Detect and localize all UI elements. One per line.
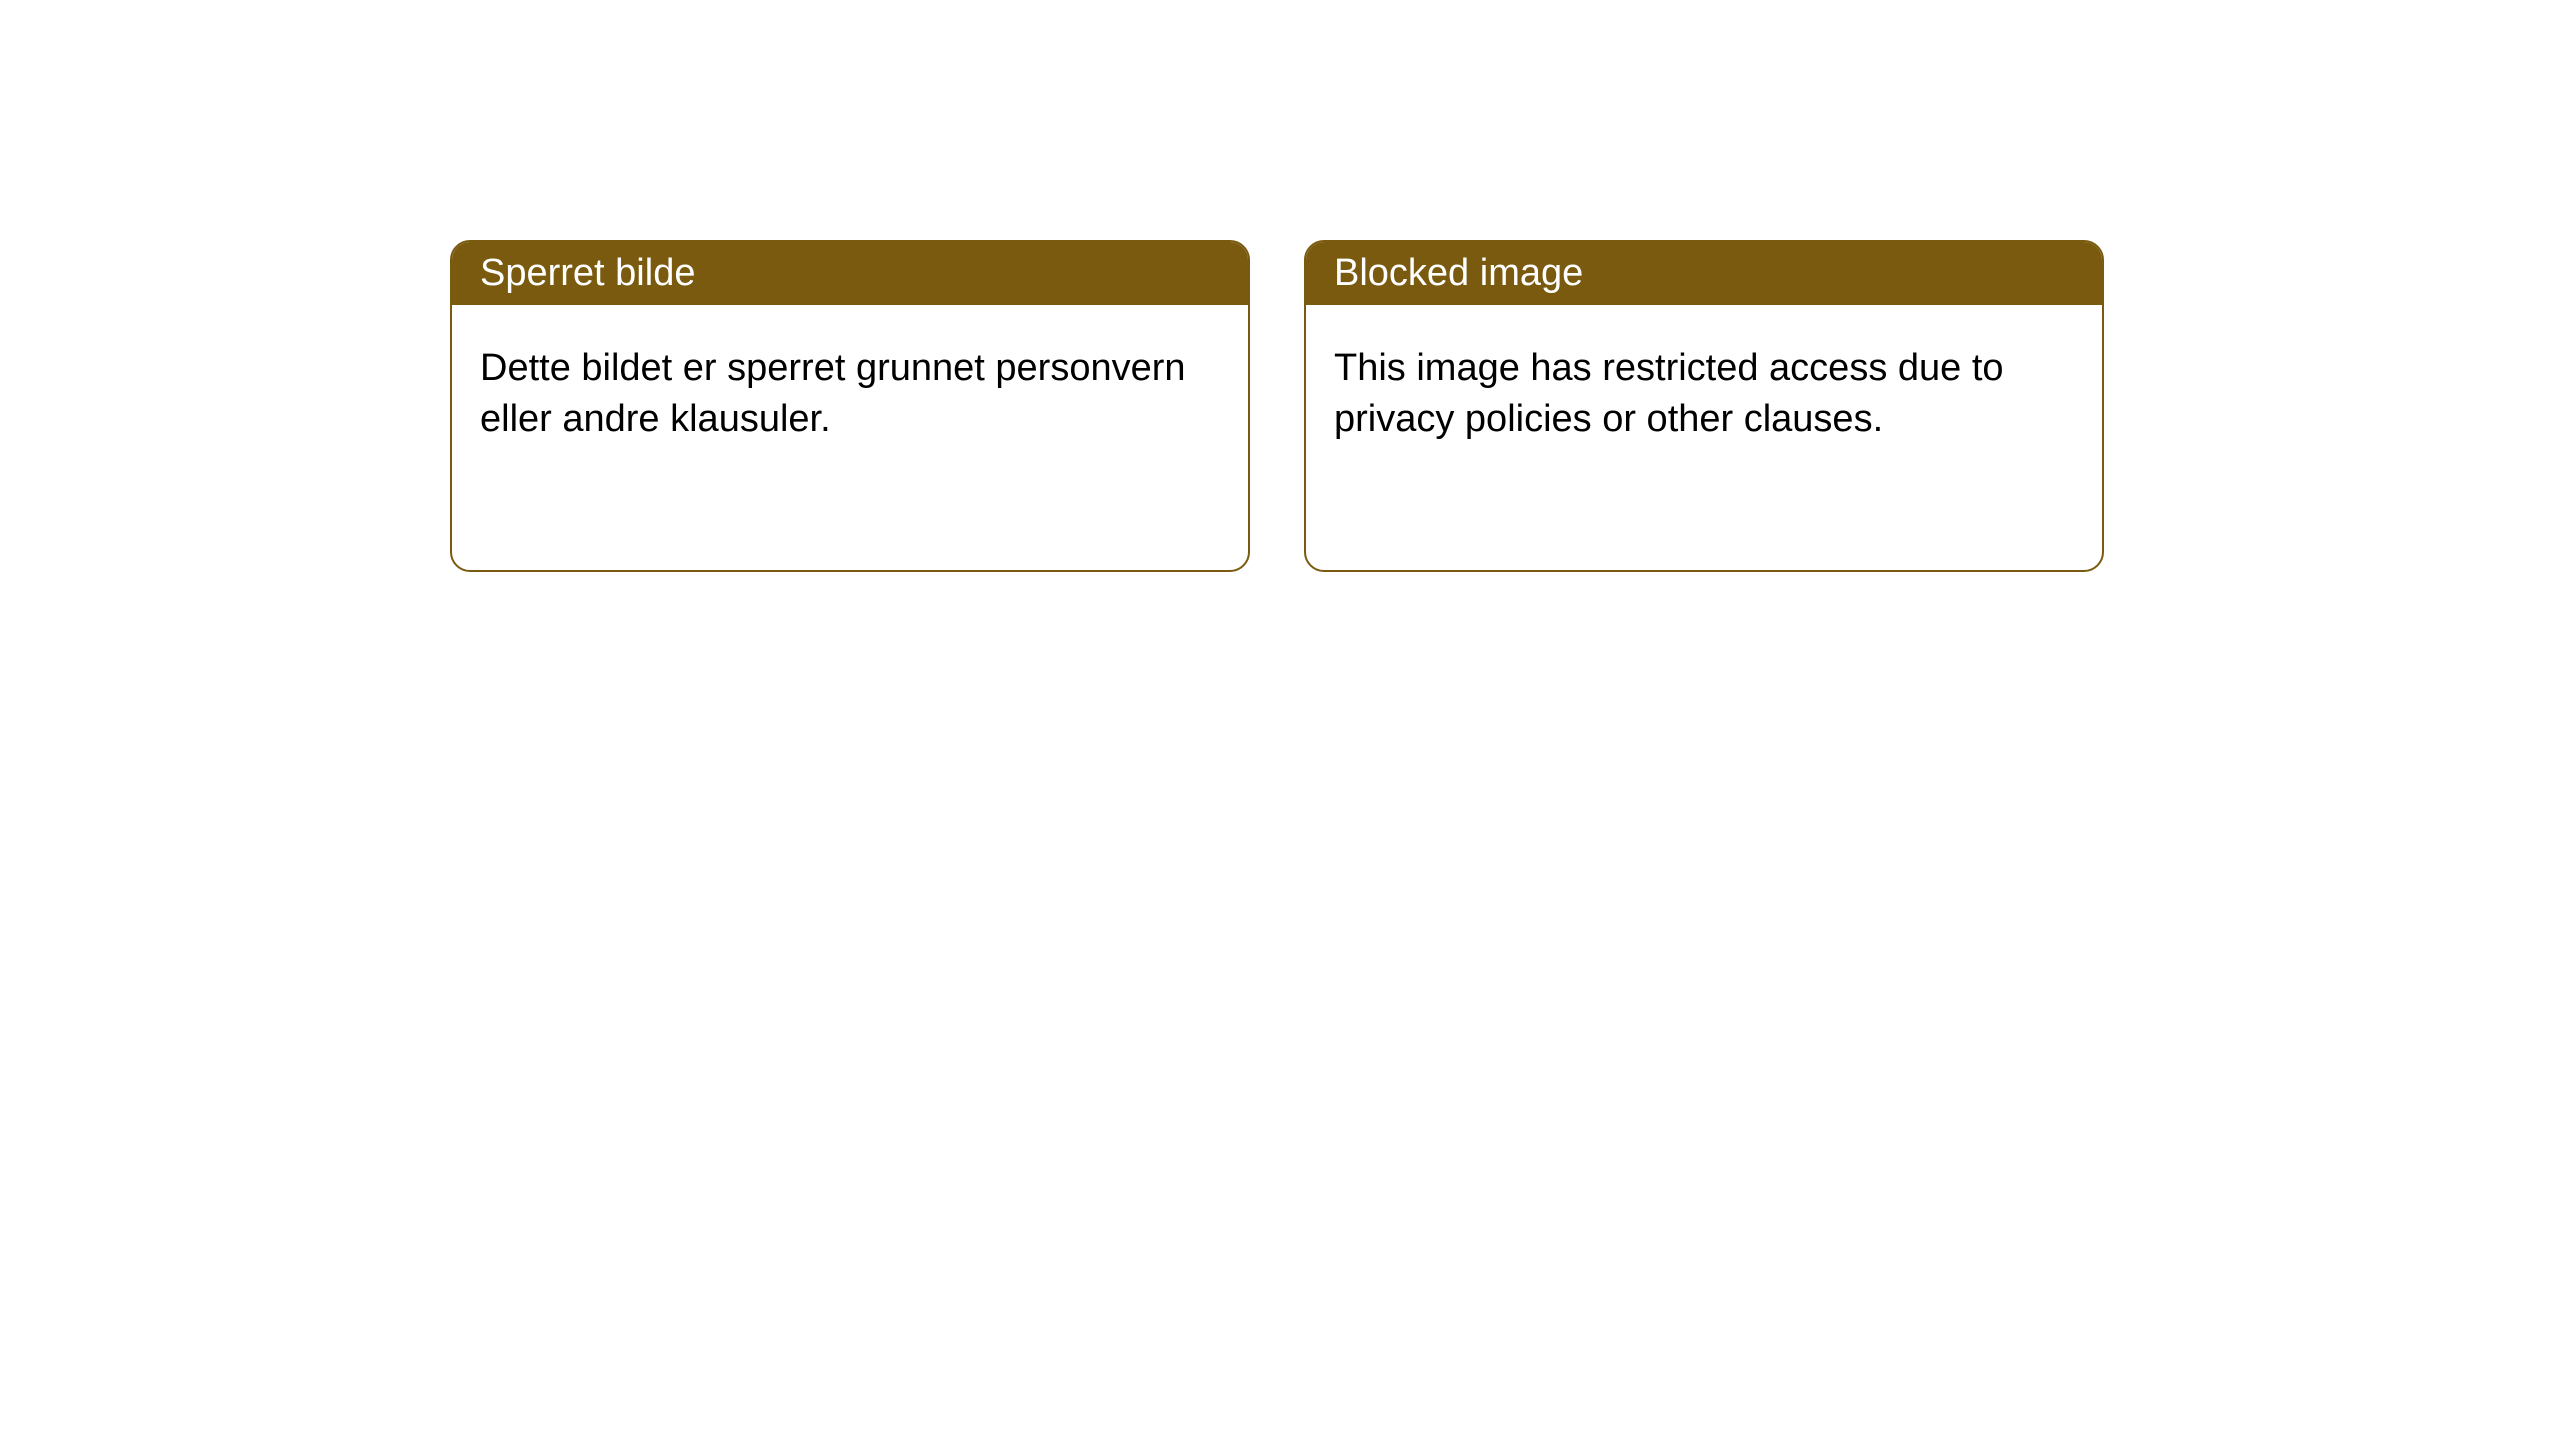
- notice-body: This image has restricted access due to …: [1306, 305, 2102, 484]
- notice-header: Sperret bilde: [452, 242, 1248, 305]
- notice-card-norwegian: Sperret bilde Dette bildet er sperret gr…: [450, 240, 1250, 572]
- notice-message: This image has restricted access due to …: [1334, 347, 2004, 440]
- notice-title: Sperret bilde: [480, 252, 695, 294]
- notice-title: Blocked image: [1334, 252, 1583, 294]
- notice-message: Dette bildet er sperret grunnet personve…: [480, 347, 1186, 440]
- notice-card-english: Blocked image This image has restricted …: [1304, 240, 2104, 572]
- notice-container: Sperret bilde Dette bildet er sperret gr…: [0, 0, 2560, 572]
- notice-body: Dette bildet er sperret grunnet personve…: [452, 305, 1248, 484]
- notice-header: Blocked image: [1306, 242, 2102, 305]
